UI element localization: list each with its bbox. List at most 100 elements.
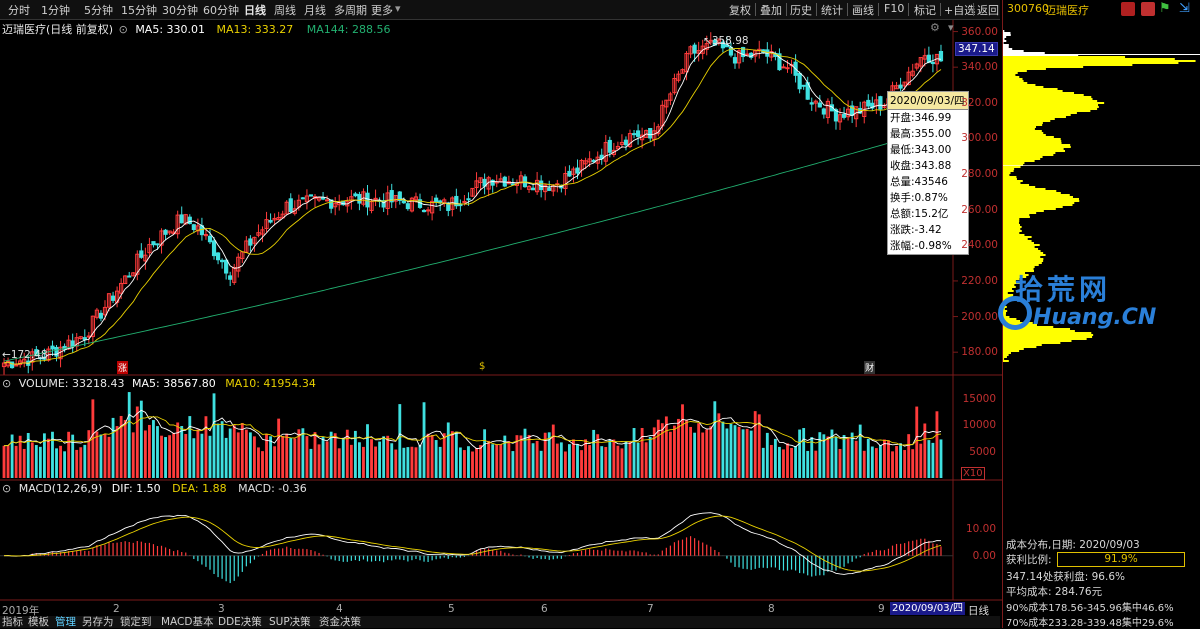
- event-marker-financial[interactable]: 财: [864, 361, 876, 374]
- button-adjust[interactable]: 复权: [729, 4, 751, 17]
- tab-manage[interactable]: 管理: [55, 616, 76, 628]
- candle-body: [248, 238, 253, 246]
- candle-body: [591, 159, 596, 163]
- legend-dropdown-icon[interactable]: ⊙: [118, 23, 128, 36]
- chip-bar: [1003, 180, 1023, 182]
- button-back[interactable]: 返回: [977, 4, 999, 17]
- settings-icon[interactable]: ⚙: [930, 21, 940, 34]
- tab-weekly[interactable]: 周线: [274, 4, 296, 17]
- candle-body: [147, 244, 152, 254]
- tab-daily[interactable]: 日线: [244, 4, 266, 17]
- chip-bar: [1003, 102, 1105, 104]
- tab-capital[interactable]: 资金决策: [319, 616, 361, 628]
- tooltip-amount: 总额:15.2亿: [890, 208, 949, 220]
- candle-body: [894, 85, 899, 90]
- more-dropdown-icon[interactable]: ▾: [395, 2, 401, 15]
- tab-sup[interactable]: SUP决策: [269, 616, 311, 628]
- candle-body: [308, 194, 314, 197]
- button-mark[interactable]: 标记: [914, 4, 936, 17]
- volume-legend-icon[interactable]: ⊙: [2, 377, 12, 390]
- tab-1min[interactable]: 1分钟: [41, 4, 70, 17]
- candle-body: [131, 272, 136, 277]
- volume-bar: [923, 423, 927, 478]
- tab-indicator[interactable]: 指标: [2, 616, 23, 628]
- volume-bar: [503, 435, 507, 478]
- chip-bar: [1003, 248, 1039, 250]
- volume-bar: [878, 444, 882, 478]
- chip-bar: [1003, 168, 1015, 170]
- tab-macd-basic[interactable]: MACD基本: [161, 616, 214, 628]
- candle-body: [785, 67, 790, 70]
- tab-5min[interactable]: 5分钟: [84, 4, 113, 17]
- tab-dde[interactable]: DDE决策: [218, 616, 262, 628]
- button-f10[interactable]: F10: [884, 2, 905, 15]
- chip-bar: [1003, 124, 1043, 126]
- alert-icon[interactable]: [1121, 2, 1135, 16]
- candle-body: [276, 216, 281, 221]
- volume-bar: [79, 447, 83, 478]
- event-marker-dividend[interactable]: $: [479, 361, 486, 372]
- tab-30min[interactable]: 30分钟: [162, 4, 198, 17]
- chip-bar: [1003, 72, 1018, 74]
- button-stats[interactable]: 统计: [821, 4, 843, 17]
- volume-bar: [317, 444, 321, 478]
- candle-body: [167, 230, 172, 234]
- chip-bar: [1003, 166, 1021, 168]
- volume-bar: [313, 432, 317, 478]
- volume-bar: [628, 442, 632, 478]
- chip-bar: [1003, 94, 1084, 96]
- profit-at-price: 347.14处获利盘: 96.6%: [1006, 571, 1125, 583]
- volume-bar: [301, 428, 305, 478]
- tab-more[interactable]: 更多: [371, 4, 393, 17]
- chip-bar: [1003, 64, 1133, 66]
- volume-bar: [632, 428, 636, 478]
- legend-dif: DIF: 1.50: [111, 482, 161, 495]
- candle-body: [813, 100, 818, 104]
- chip-bar: [1003, 138, 1061, 140]
- expand-icon[interactable]: ⇲: [1179, 1, 1190, 16]
- chip-bar: [1003, 338, 1087, 340]
- flag-icon[interactable]: ⚑: [1159, 1, 1171, 16]
- tab-intraday[interactable]: 分时: [8, 4, 30, 17]
- chart-canvas[interactable]: [0, 0, 1002, 616]
- news-icon[interactable]: [1141, 2, 1155, 16]
- chip-bar: [1003, 62, 1179, 64]
- chip-bar: [1003, 222, 1019, 224]
- volume-bar: [204, 416, 208, 478]
- volume-bar: [677, 418, 680, 478]
- button-draw[interactable]: 画线: [852, 4, 874, 17]
- button-add-watchlist[interactable]: +自选: [944, 4, 976, 17]
- candle-body: [841, 113, 847, 118]
- price-axis-label: 300.00: [961, 132, 998, 145]
- volume-bar: [418, 444, 422, 478]
- tab-multi-period[interactable]: 多周期: [334, 4, 367, 17]
- event-marker-limit-up[interactable]: 涨: [117, 361, 129, 374]
- volume-bar: [321, 436, 325, 478]
- chip-bar: [1003, 242, 1034, 244]
- date-axis-label: 8: [768, 603, 775, 615]
- tab-lock-to[interactable]: 锁定到: [120, 616, 152, 628]
- chart-dropdown-icon[interactable]: ▾: [948, 21, 954, 34]
- vol-ma5-line: [3, 409, 942, 450]
- tab-15min[interactable]: 15分钟: [121, 4, 157, 17]
- chip-bar: [1003, 88, 1058, 90]
- tab-save-as[interactable]: 另存为: [82, 616, 114, 628]
- macd-legend-icon[interactable]: ⊙: [2, 482, 12, 495]
- candle-body: [474, 180, 479, 188]
- chip-bar: [1003, 210, 1044, 212]
- button-history[interactable]: 历史: [790, 4, 812, 17]
- tab-60min[interactable]: 60分钟: [203, 4, 239, 17]
- tab-monthly[interactable]: 月线: [304, 4, 326, 17]
- volume-bar: [63, 451, 67, 478]
- volume-bar: [123, 420, 127, 478]
- button-overlay[interactable]: 叠加: [760, 4, 782, 17]
- candle-body: [434, 197, 439, 203]
- candle-body: [135, 253, 140, 275]
- tab-template[interactable]: 模板: [28, 616, 49, 628]
- chip-bar: [1003, 126, 1037, 128]
- chip-bar: [1003, 226, 1022, 228]
- candle-body: [284, 201, 289, 215]
- volume-bar: [26, 433, 30, 478]
- period-label[interactable]: 日线: [968, 605, 989, 617]
- volume-bar: [511, 451, 515, 478]
